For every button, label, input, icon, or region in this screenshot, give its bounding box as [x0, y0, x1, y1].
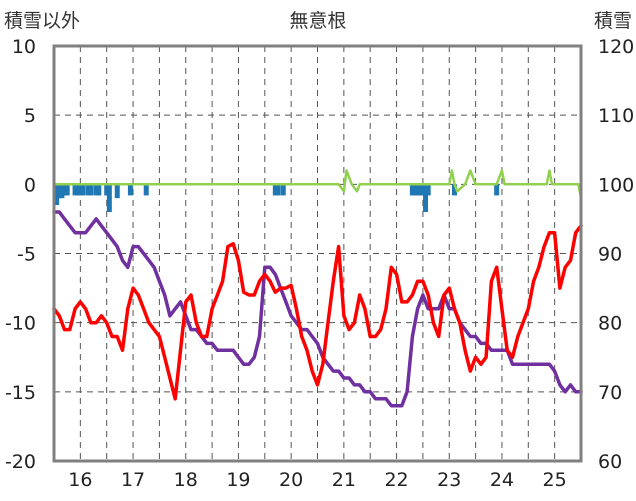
right-tick-label: 60	[598, 451, 622, 473]
precip-bars	[54, 184, 500, 212]
precip-bar	[275, 184, 281, 196]
precip-bar	[417, 184, 423, 196]
precip-bar	[494, 184, 500, 196]
precip-bar	[106, 184, 112, 212]
right-axis-label: 積雪	[594, 10, 632, 32]
left-tick-label: 10	[12, 36, 36, 58]
precip-bar	[452, 184, 458, 196]
x-tick-label: 18	[174, 469, 198, 491]
right-tick-label: 120	[598, 36, 634, 58]
precip-bar	[423, 184, 429, 212]
right-axis-ticks: 120 110 100 90 80 70 60	[598, 36, 634, 473]
right-tick-label: 100	[598, 174, 634, 196]
x-tick-label: 17	[121, 469, 145, 491]
precip-bar	[409, 184, 415, 196]
right-tick-label: 110	[598, 105, 634, 127]
precip-bar	[88, 184, 94, 196]
precip-bar	[56, 184, 62, 199]
precip-bar	[272, 184, 278, 196]
precip-bar	[77, 184, 83, 196]
wind-line	[52, 169, 583, 200]
left-axis-label: 積雪以外	[4, 10, 80, 32]
precip-bar	[127, 184, 133, 196]
x-tick-label: 19	[226, 469, 250, 491]
x-tick-label: 22	[384, 469, 408, 491]
right-tick-label: 70	[598, 382, 622, 404]
left-tick-label: -10	[5, 313, 36, 335]
chart-title: 無意根	[289, 10, 346, 32]
precip-bar	[54, 184, 60, 206]
precip-bar	[96, 184, 102, 196]
left-tick-label: -20	[5, 451, 36, 473]
left-tick-label: 0	[24, 174, 36, 196]
precip-bar	[114, 184, 120, 199]
precip-bar	[280, 184, 286, 196]
x-tick-label: 23	[437, 469, 461, 491]
precip-bar	[85, 184, 91, 196]
series-lines	[52, 169, 583, 408]
plot-frame	[52, 44, 583, 463]
snow-depth-line	[52, 210, 583, 408]
gridlines	[54, 46, 581, 461]
precip-bar	[104, 184, 110, 196]
precip-bar	[62, 184, 68, 196]
x-tick-label: 25	[543, 469, 567, 491]
precip-bar	[75, 184, 81, 196]
x-tick-label: 20	[279, 469, 303, 491]
left-tick-label: 5	[24, 105, 36, 127]
right-tick-label: 90	[598, 244, 622, 266]
precip-bar	[143, 184, 149, 196]
precip-bar	[80, 184, 86, 196]
precip-bar	[93, 184, 99, 196]
x-tick-label: 24	[490, 469, 514, 491]
left-tick-label: -15	[5, 382, 36, 404]
precip-bar	[420, 184, 426, 196]
left-axis-ticks: 10 5 0 -5 -10 -15 -20	[5, 36, 36, 473]
x-axis-ticks: 16 17 18 19 20 21 22 23 24 25	[68, 469, 566, 491]
precip-bar	[425, 184, 431, 196]
temperature-line	[52, 224, 583, 401]
x-tick-label: 16	[68, 469, 92, 491]
precip-bar	[412, 184, 418, 196]
x-tick-label: 21	[332, 469, 356, 491]
right-tick-label: 80	[598, 313, 622, 335]
precip-bar	[59, 184, 65, 199]
left-tick-label: -5	[17, 244, 36, 266]
precip-bar	[415, 184, 421, 196]
precip-bar	[72, 184, 78, 196]
precip-bar	[64, 184, 70, 196]
